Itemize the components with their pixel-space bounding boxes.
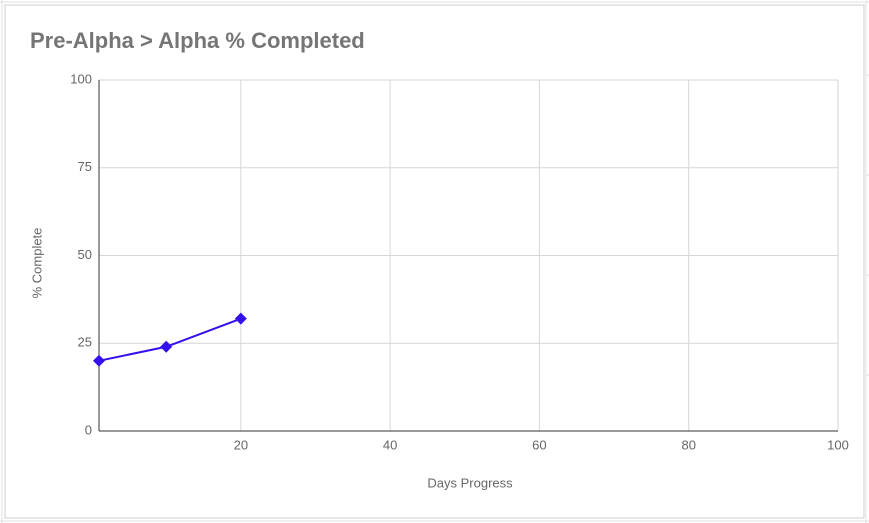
x-tick-label: 100 (827, 437, 849, 452)
x-tick-label: 80 (681, 437, 695, 452)
x-tick-label: 60 (532, 437, 546, 452)
x-tick-label: 20 (234, 437, 248, 452)
y-tick-label: 100 (70, 71, 92, 86)
marker (234, 312, 247, 325)
x-tick-label: 40 (383, 437, 397, 452)
y-axis-label: % Complete (29, 228, 44, 299)
y-tick-label: 50 (78, 247, 92, 262)
chart-frame (4, 4, 865, 519)
chart-title: Pre-Alpha > Alpha % Completed (30, 28, 365, 53)
y-tick-label: 25 (78, 335, 92, 350)
y-tick-label: 0 (85, 422, 92, 437)
y-tick-label: 75 (78, 159, 92, 174)
x-axis-label: Days Progress (427, 475, 513, 490)
marker (93, 354, 105, 367)
marker (160, 340, 173, 353)
